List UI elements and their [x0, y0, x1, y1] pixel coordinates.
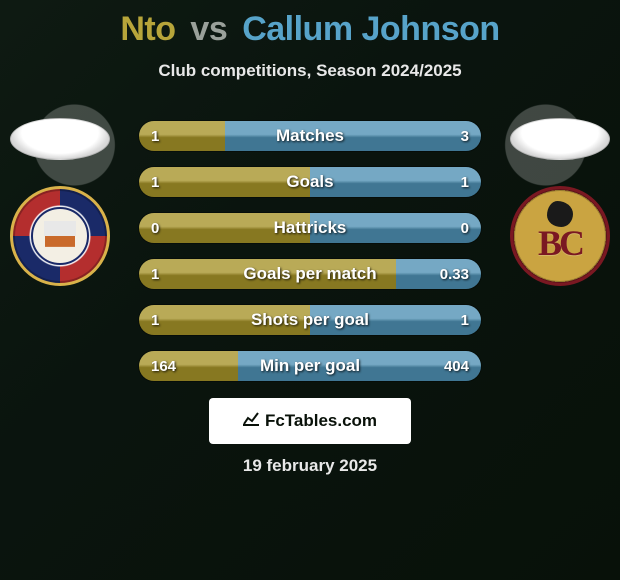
player-b-photo-placeholder [510, 118, 610, 160]
bar-row: 1Goals1 [138, 166, 482, 198]
bar-value-b: 0.33 [428, 259, 481, 289]
club-crest-b [510, 186, 610, 286]
side-player-b [500, 118, 620, 286]
bar-label: Goals [139, 167, 481, 197]
bar-row: 0Hattricks0 [138, 212, 482, 244]
content-root: Nto vs Callum Johnson Club competitions,… [0, 0, 620, 580]
bar-row: 1Shots per goal1 [138, 304, 482, 336]
bar-value-b: 3 [449, 121, 481, 151]
subtitle: Club competitions, Season 2024/2025 [0, 61, 620, 81]
bar-label: Min per goal [139, 351, 481, 381]
chart-icon [243, 412, 259, 430]
site-name: FcTables.com [265, 411, 377, 431]
bar-value-b: 1 [449, 305, 481, 335]
bar-value-b: 1 [449, 167, 481, 197]
title: Nto vs Callum Johnson [0, 0, 620, 49]
title-vs: vs [190, 10, 227, 48]
bar-label: Shots per goal [139, 305, 481, 335]
bar-row: 164Min per goal404 [138, 350, 482, 382]
player-a-photo-placeholder [10, 118, 110, 160]
bar-label: Matches [139, 121, 481, 151]
club-crest-a [10, 186, 110, 286]
bar-label: Hattricks [139, 213, 481, 243]
site-badge: FcTables.com [209, 398, 411, 444]
bar-value-b: 404 [432, 351, 481, 381]
bar-row: 1Goals per match0.33 [138, 258, 482, 290]
comparison-bars: 1Matches31Goals10Hattricks01Goals per ma… [138, 120, 482, 382]
footer-date: 19 february 2025 [0, 456, 620, 476]
bar-value-b: 0 [449, 213, 481, 243]
bar-row: 1Matches3 [138, 120, 482, 152]
title-player-b: Callum Johnson [242, 10, 499, 48]
title-player-a: Nto [120, 10, 175, 48]
side-player-a [0, 118, 120, 286]
